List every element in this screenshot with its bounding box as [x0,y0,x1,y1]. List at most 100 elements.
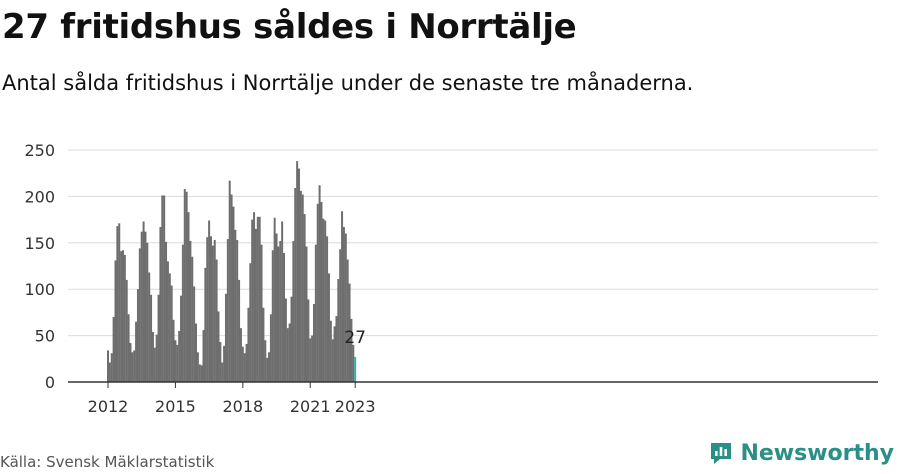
bar [135,321,138,382]
bar [350,318,353,382]
bar [251,219,254,382]
bar [281,221,284,382]
bar [269,314,272,382]
bar [123,254,126,382]
bar [253,212,256,382]
bar [206,237,209,382]
bar [178,330,181,382]
bar [161,195,164,382]
bar [153,347,156,382]
bar [311,335,314,382]
y-tick-label: 0 [45,373,55,392]
bar [264,340,267,382]
bar [204,267,207,382]
bar [258,216,261,382]
bar [249,263,252,382]
bar [339,249,342,382]
bar [195,323,198,382]
bar [329,320,332,382]
bar [256,216,259,382]
bar [262,307,265,382]
brand-logo: Newsworthy [708,440,894,466]
bar [209,236,212,382]
bar [208,220,211,382]
bar [307,299,310,382]
bar [352,344,355,382]
bar [129,343,132,382]
bar [305,246,308,382]
bar [277,246,280,382]
bar [191,256,194,382]
bar [337,278,340,382]
bar [198,364,201,382]
y-tick-label: 50 [35,327,55,346]
bar [127,314,130,382]
bar [275,233,278,382]
bar [215,259,218,382]
bar [180,295,183,382]
bar [312,304,315,382]
y-tick-label: 200 [24,187,55,206]
chart-subtitle: Antal sålda fritidshus i Norrtälje under… [2,71,694,95]
bar [284,298,287,382]
bar [148,272,151,382]
bar [241,346,244,382]
x-tick-label: 2018 [222,397,263,416]
bar [296,161,299,382]
newsworthy-logo-icon [711,443,732,464]
bar [151,331,154,382]
x-tick-label: 2021 [290,397,331,416]
bar [335,316,338,382]
bar [213,240,216,382]
bar [286,328,289,382]
bar [266,357,269,382]
bar [239,328,242,382]
bar [165,241,168,382]
bar [187,212,190,382]
bar [283,253,286,382]
bar [211,245,214,382]
bar [120,251,123,382]
bar [185,191,188,382]
bar [110,353,113,382]
bar [245,343,248,382]
bar [189,240,192,382]
highlight-data-label: 27 [344,328,366,348]
chart-title: 27 fritidshus såldes i Norrtälje [2,7,577,47]
bar [133,350,136,382]
bar [232,206,235,382]
bar [125,279,128,382]
bar [344,233,347,382]
x-tick-label: 2012 [88,397,129,416]
bar [107,350,109,382]
y-tick-label: 250 [24,141,55,160]
bar [268,352,271,382]
bar [316,203,319,382]
bar [159,227,162,382]
bar [140,231,143,382]
bar [247,307,250,382]
bar [146,242,149,382]
bar [294,188,297,382]
bar [108,362,111,382]
bar [219,342,222,382]
bar [299,190,302,382]
bar [346,259,349,382]
bar [331,339,334,382]
bar [303,214,306,382]
bar [238,279,241,382]
bar [168,273,171,382]
bar [174,340,177,382]
bar [230,194,233,382]
bar [163,195,166,382]
bar [243,353,246,382]
y-tick-label: 100 [24,280,55,299]
bar [327,273,330,382]
bar [223,345,226,382]
bar [166,261,169,382]
bar [181,244,184,382]
bar [224,293,227,382]
bar [121,250,124,382]
bar [254,228,257,382]
bar [279,240,282,382]
